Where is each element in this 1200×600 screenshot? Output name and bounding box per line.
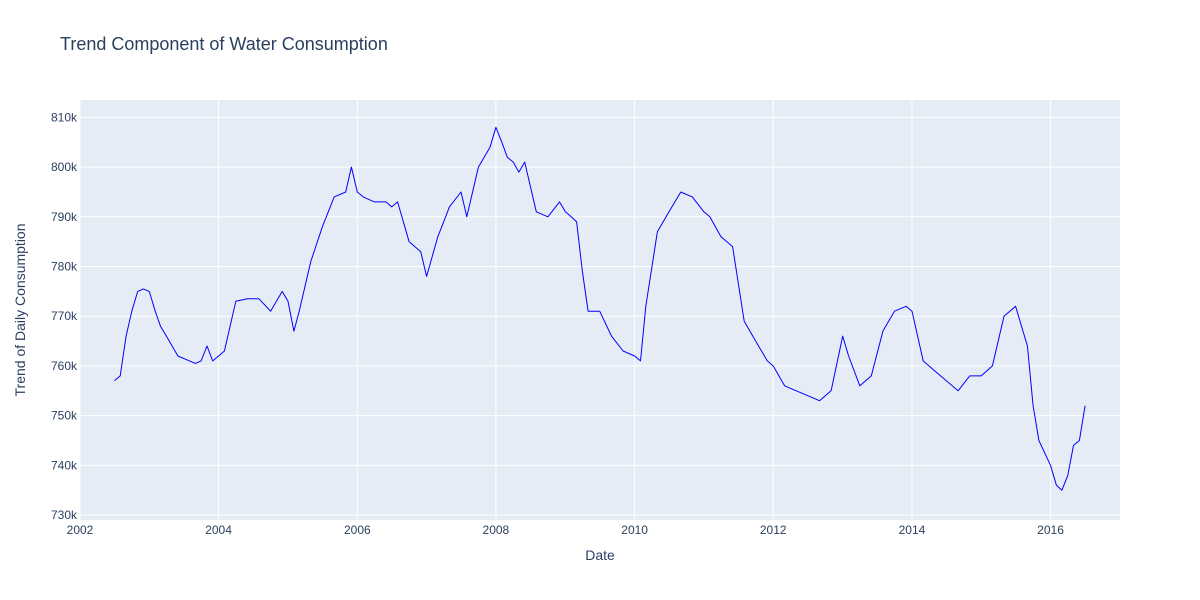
y-axis-ticks: 730k 740k 750k 760k 770k 780k 790k 800k 810k xyxy=(51,110,78,522)
x-tick-label: 2014 xyxy=(899,523,926,537)
plot-background xyxy=(80,100,1120,520)
x-tick-label: 2008 xyxy=(483,523,510,537)
x-axis-ticks: 2002 2004 2006 2008 2010 2012 2014 2016 xyxy=(67,523,1065,537)
x-tick-label: 2016 xyxy=(1037,523,1064,537)
y-tick-label: 740k xyxy=(51,458,78,472)
x-tick-label: 2010 xyxy=(621,523,648,537)
x-tick-label: 2002 xyxy=(67,523,94,537)
x-tick-label: 2006 xyxy=(344,523,371,537)
y-tick-label: 810k xyxy=(51,110,78,124)
series-layer xyxy=(114,126,1086,491)
y-tick-label: 790k xyxy=(51,210,78,224)
y-tick-label: 730k xyxy=(51,508,78,522)
y-tick-label: 770k xyxy=(51,309,78,323)
trend-series-line xyxy=(114,126,1086,491)
x-tick-label: 2012 xyxy=(760,523,787,537)
y-tick-label: 800k xyxy=(51,160,78,174)
chart-title: Trend Component of Water Consumption xyxy=(60,34,388,54)
y-tick-label: 750k xyxy=(51,409,78,423)
y-tick-label: 760k xyxy=(51,359,78,373)
y-axis-title: Trend of Daily Consumption xyxy=(12,223,28,396)
x-tick-label: 2004 xyxy=(205,523,232,537)
x-axis-title: Date xyxy=(585,547,615,563)
y-tick-label: 780k xyxy=(51,260,78,274)
gridlines xyxy=(79,100,1120,520)
